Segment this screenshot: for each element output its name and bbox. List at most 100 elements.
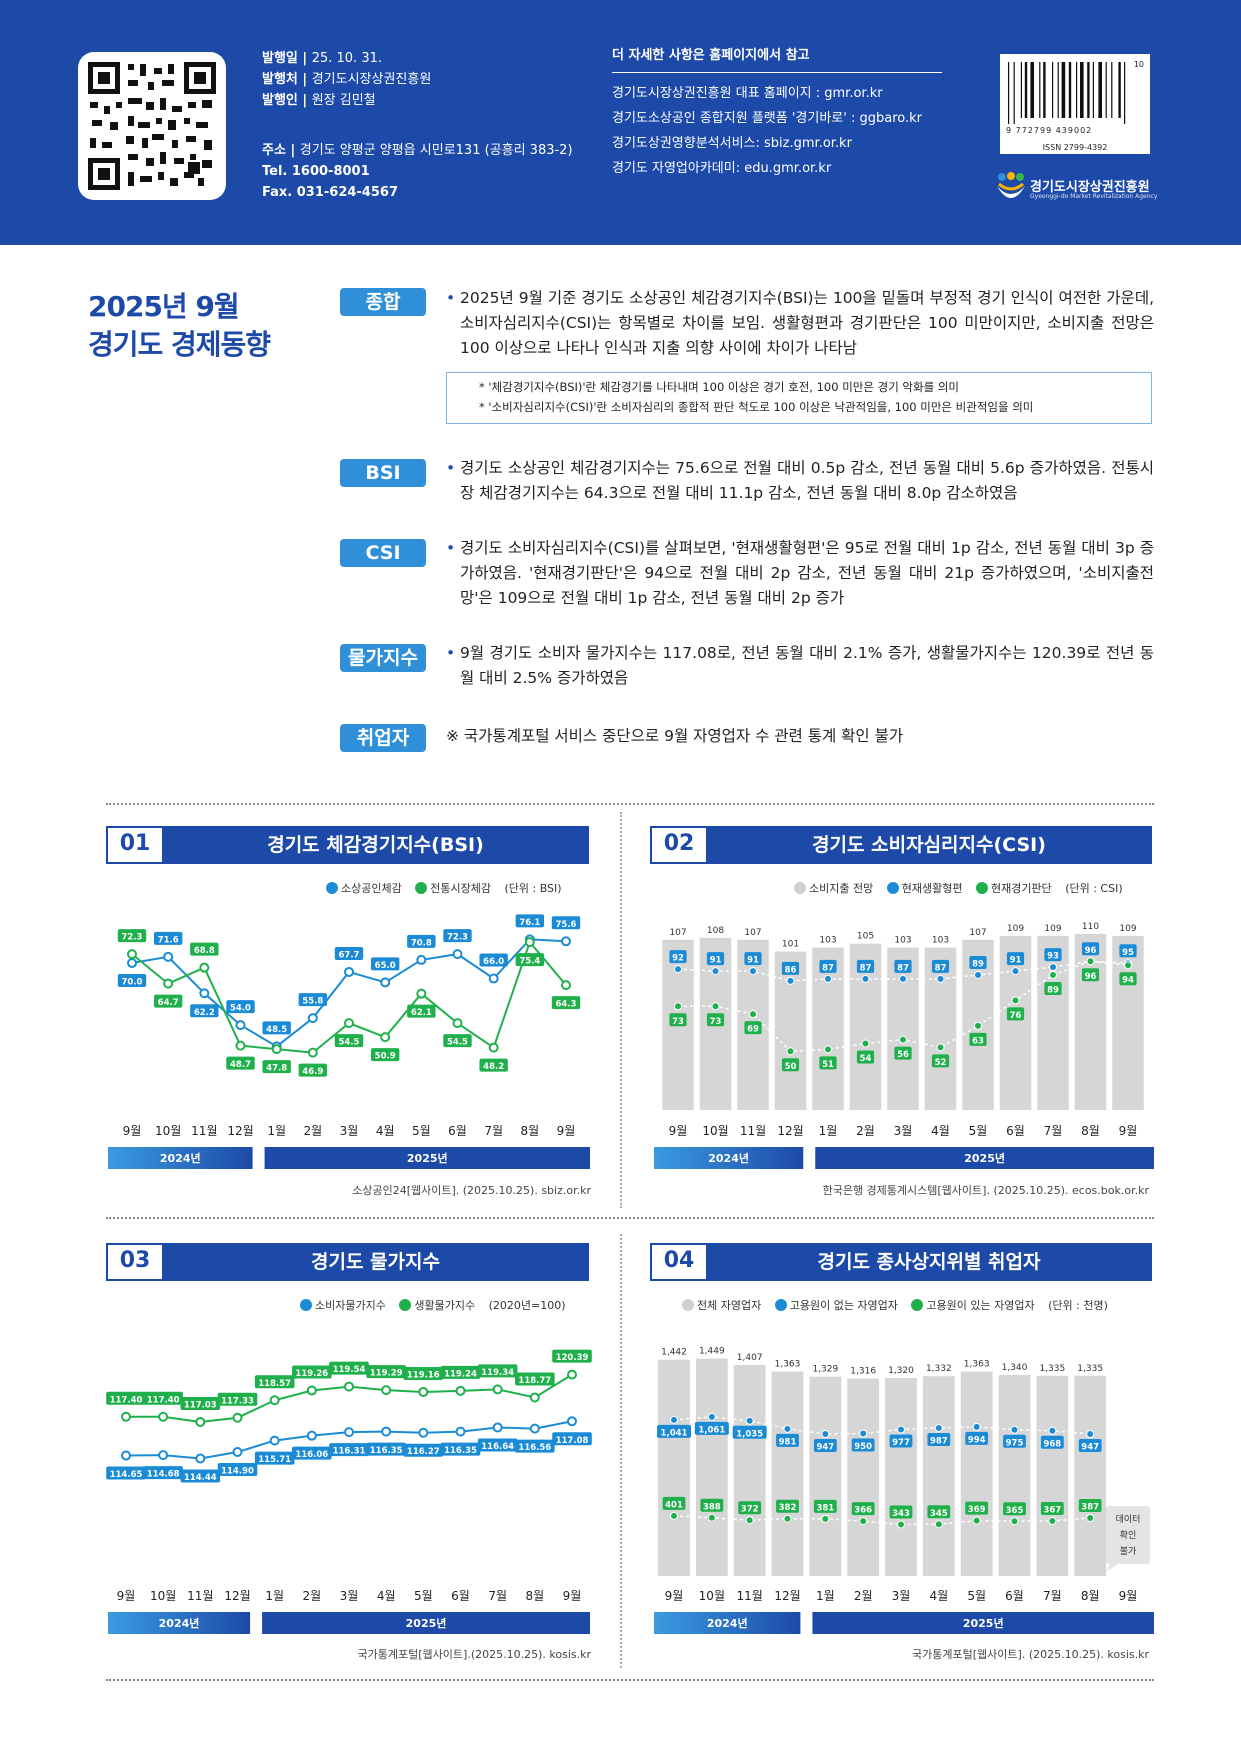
year-label-2024: 2024년 [159, 1616, 200, 1630]
data-point [418, 1386, 429, 1397]
data-label-box [738, 1501, 762, 1515]
data-label-box [1003, 1434, 1026, 1448]
data-label: 72.3 [447, 933, 468, 943]
bullet-icon: • [446, 459, 456, 477]
data-point [783, 1424, 792, 1433]
data-label-box [106, 1391, 146, 1405]
data-point [488, 1042, 499, 1053]
data-label: 366 [854, 1506, 872, 1516]
x-tick-label: 11월 [191, 1124, 217, 1138]
data-label-box [515, 1439, 555, 1453]
legend-item: 전체 자영업자 [682, 1299, 761, 1312]
data-label-box [1040, 1435, 1064, 1449]
data-point [199, 988, 210, 999]
data-point [899, 974, 907, 983]
x-tick-label: 10월 [699, 1589, 725, 1603]
data-label-box [965, 1501, 989, 1515]
data-point [1011, 996, 1020, 1005]
data-label-box [226, 1056, 255, 1070]
data-point [344, 1381, 354, 1392]
legend-item: 현재생활형편 [886, 882, 962, 895]
data-point [380, 977, 391, 988]
chart-legend: 전체 자영업자 고용원이 없는 자영업자 고용원이 있는 자영업자 (단위 : … [682, 1297, 1108, 1313]
price-text: 9월 경기도 소비자 물가지수는 117.08로, 전년 동월 대비 2.1% … [460, 644, 1154, 687]
data-point [158, 1411, 169, 1422]
qr-code[interactable] [78, 52, 226, 200]
data-point [1049, 971, 1057, 979]
data-label-box [292, 1365, 332, 1379]
data-point [1048, 1516, 1057, 1525]
data-label-box [298, 1063, 328, 1077]
data-label: 54.5 [339, 1038, 360, 1048]
x-tick-label: 12월 [227, 1124, 253, 1138]
data-label-box [552, 1349, 592, 1363]
data-label: 117.08 [556, 1436, 589, 1446]
legend-label: 현재경기판단 [990, 882, 1052, 895]
data-point [821, 1429, 830, 1438]
legend-label: 고용원이 있는 자영업자 [926, 1299, 1035, 1312]
data-label-box [732, 1425, 767, 1439]
bar [960, 1371, 993, 1576]
data-label-box [477, 1364, 518, 1378]
data-label: 75.6 [556, 920, 577, 930]
data-label: 69 [747, 1025, 759, 1035]
data-label: 118.77 [518, 1376, 551, 1386]
data-label-box [407, 934, 436, 948]
chart-source: 국가통계포털[웹사이트]. (2025.10.25). kosis.kr [912, 1648, 1149, 1661]
data-point [707, 1513, 716, 1522]
tag-summary: 종합 [340, 288, 426, 316]
address: 경기도 양평군 양평읍 시민로131 (공흥리 383-2) [299, 143, 573, 158]
data-label: 116.35 [370, 1446, 403, 1456]
data-point [306, 1430, 317, 1441]
chart-source: 소상공인24[웹사이트]. (2025.10.25). sbiz.or.kr [352, 1184, 591, 1197]
data-point [380, 1032, 391, 1043]
na-box-pointer [1106, 1564, 1118, 1572]
barcode-bar [1098, 62, 1102, 118]
bar-value-label: 1,340 [1002, 1363, 1028, 1373]
link-edu[interactable]: 경기도 자영업아카데미: edu.gmr.or.kr [612, 161, 832, 176]
data-point [1086, 1513, 1095, 1522]
data-label-box [440, 1365, 481, 1379]
chart-unit: (단위 : BSI) [504, 882, 562, 895]
data-label: 994 [968, 1435, 986, 1445]
bar-value-label: 109 [1119, 924, 1136, 934]
tel: Tel. 1600-8001 [262, 164, 370, 179]
tag-price: 물가지수 [340, 644, 426, 672]
legend-item: 전통시장체감 [415, 882, 491, 895]
data-point [670, 1415, 678, 1424]
data-label-box [298, 993, 328, 1007]
data-point [307, 1013, 318, 1024]
year-bar-2024 [108, 1612, 251, 1634]
data-label: 977 [892, 1438, 910, 1448]
data-point [707, 1412, 716, 1421]
qr-code-icon [88, 62, 216, 190]
data-label: 117.40 [147, 1395, 180, 1405]
chart-title: 경기도 종사상지위별 취업자 [706, 1243, 1152, 1281]
data-point [269, 1435, 280, 1446]
data-point [418, 1427, 429, 1438]
x-tick-label: 3월 [340, 1589, 359, 1603]
data-label: 401 [665, 1500, 683, 1510]
link-sbiz[interactable]: 경기도상권영향분석서비스: sbiz.gmr.or.kr [612, 136, 852, 151]
data-point [127, 949, 137, 960]
data-label: 119.29 [370, 1369, 403, 1379]
data-label-box [552, 1432, 592, 1446]
data-label-box [403, 1443, 444, 1457]
summary-text-block: • 2025년 9월 기준 경기도 소상공인 체감경기지수(BSI)는 100을… [446, 286, 1154, 361]
data-point [897, 1520, 905, 1529]
data-label-box [894, 959, 912, 973]
agency-logo-icon [997, 172, 1025, 198]
data-point [455, 1426, 466, 1437]
link-ggbaro[interactable]: 경기도소상공인 종합지원 플랫폼 '경기바로' : ggbaro.kr [612, 111, 922, 126]
data-point [674, 1002, 682, 1011]
barcode-bar [1008, 62, 1010, 124]
data-label-box [1078, 1438, 1102, 1452]
data-label-box [153, 994, 183, 1008]
link-gmr[interactable]: 경기도시장상권진흥원 대표 홈페이지 : gmr.or.kr [612, 86, 883, 101]
data-point [972, 1422, 981, 1431]
x-tick-label: 5월 [414, 1589, 433, 1603]
legend-label: 전통시장체감 [430, 882, 491, 895]
data-label: 76 [1010, 1011, 1022, 1021]
bar-value-label: 110 [1082, 922, 1099, 932]
data-label: 70.0 [122, 978, 143, 988]
